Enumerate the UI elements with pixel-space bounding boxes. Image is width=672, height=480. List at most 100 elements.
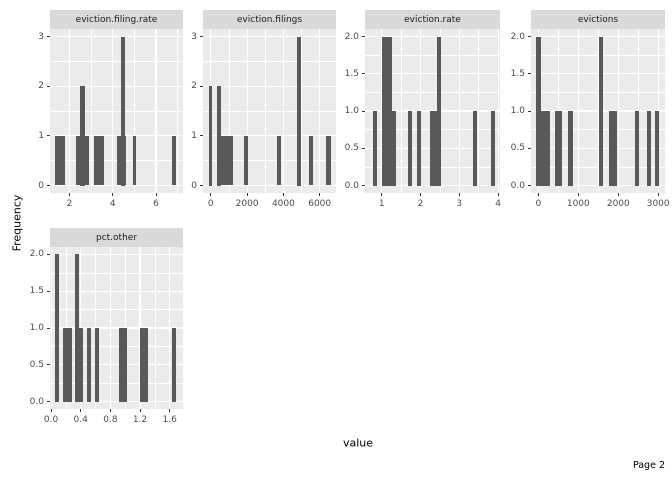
y-axis-tick	[362, 36, 365, 37]
y-axis-tick	[200, 85, 203, 87]
histogram-bar	[118, 328, 127, 402]
page-number-label: Page 2	[632, 460, 665, 471]
histogram-bar	[63, 328, 72, 402]
x-axis-tick-label: 3	[456, 199, 463, 209]
major-gridline-horizontal	[50, 327, 183, 329]
y-axis-tick-label: 0	[38, 180, 44, 191]
y-axis-tick	[47, 327, 50, 329]
histogram-bar	[429, 111, 438, 186]
y-axis-title: Frequency	[10, 194, 24, 252]
histogram-bar	[75, 254, 80, 402]
histogram-bar	[208, 86, 213, 186]
x-axis-tick-label: 1	[378, 199, 385, 209]
y-axis-tick	[528, 110, 531, 112]
histogram-bar	[373, 111, 378, 186]
y-axis-tick	[47, 290, 50, 292]
histogram-bar	[244, 135, 249, 186]
minor-gridline-horizontal	[50, 272, 183, 274]
y-axis-tick	[362, 185, 365, 186]
minor-gridline-horizontal	[203, 160, 336, 161]
y-axis-tick-label: 1	[191, 130, 197, 141]
x-axis-tick	[112, 193, 114, 196]
x-axis-tick-label: 3000	[646, 199, 670, 209]
y-axis-tick	[528, 36, 531, 37]
histogram-bar	[326, 135, 331, 186]
y-axis-tick	[528, 73, 531, 75]
x-axis-tick-label: 1.2	[132, 415, 148, 425]
y-axis-tick	[47, 85, 50, 87]
major-gridline-horizontal	[531, 73, 665, 75]
y-axis-tick	[47, 253, 50, 255]
minor-gridline-horizontal	[50, 110, 183, 112]
facet-strip: eviction.rate	[365, 10, 500, 29]
y-axis-tick	[47, 135, 50, 137]
y-axis-tick	[528, 147, 531, 149]
major-gridline-horizontal	[531, 35, 665, 38]
y-axis-tick-label: 0.0	[344, 180, 359, 191]
major-gridline-vertical	[155, 29, 157, 193]
minor-gridline-horizontal	[50, 309, 183, 310]
minor-gridline-horizontal	[50, 382, 183, 384]
minor-gridline-horizontal	[531, 166, 665, 168]
histogram-bar	[635, 111, 640, 186]
major-gridline-horizontal	[50, 184, 183, 187]
minor-gridline-horizontal	[365, 54, 500, 56]
x-axis-tick	[155, 193, 157, 196]
x-axis-tick	[246, 193, 248, 196]
major-gridline-horizontal	[50, 401, 183, 403]
histogram-bar	[171, 328, 177, 402]
x-axis-tick-label: 2000	[235, 199, 259, 209]
histogram-bar	[276, 135, 281, 186]
plot-panel	[50, 247, 183, 409]
major-gridline-horizontal	[50, 35, 183, 38]
histogram-bar	[221, 135, 233, 186]
major-gridline-horizontal	[531, 110, 665, 112]
y-axis-tick	[47, 36, 50, 37]
facet-strip-label: eviction.filing.rate	[75, 14, 158, 25]
facet-strip-label: evictions	[577, 14, 619, 25]
x-axis-tick	[109, 409, 111, 412]
y-axis-tick	[47, 401, 50, 403]
minor-gridline-horizontal	[50, 61, 183, 62]
major-gridline-horizontal	[203, 85, 336, 87]
minor-gridline-horizontal	[531, 129, 665, 130]
y-axis-tick-label: 1.0	[510, 106, 525, 116]
histogram-bar	[80, 86, 86, 186]
histogram-bar	[86, 328, 91, 402]
minor-gridline-horizontal	[531, 92, 665, 93]
major-gridline-vertical	[112, 29, 114, 193]
histogram-bar	[217, 86, 222, 186]
histogram-bar	[297, 36, 302, 186]
y-axis-tick	[47, 364, 50, 366]
y-axis-tick-label: 2.0	[510, 31, 525, 42]
major-gridline-horizontal	[50, 364, 183, 366]
x-axis-tick	[169, 409, 171, 412]
major-gridline-horizontal	[50, 290, 183, 292]
y-axis-tick	[200, 185, 203, 186]
y-axis-tick-label: 1.5	[29, 286, 44, 297]
y-axis-tick	[200, 36, 203, 37]
y-axis-tick-label: 2	[38, 81, 44, 92]
major-gridline-horizontal	[50, 85, 183, 87]
x-axis-tick-label: 0	[207, 199, 214, 209]
minor-gridline-horizontal	[50, 346, 183, 347]
histogram-bar	[120, 36, 126, 186]
histogram-bar	[132, 135, 137, 186]
histogram-bar	[381, 36, 392, 186]
x-axis-tick-label: 6	[153, 199, 159, 209]
y-axis-tick-label: 1.5	[510, 68, 525, 79]
x-axis-title: value	[342, 436, 374, 450]
x-axis-tick	[537, 193, 539, 196]
histogram-bar	[309, 135, 314, 186]
y-axis-tick	[362, 73, 365, 75]
histogram-bar	[646, 111, 651, 186]
histogram-bar	[94, 135, 105, 186]
plot-panel	[531, 29, 665, 193]
histogram-bar	[140, 328, 149, 402]
y-axis-tick-label: 2.0	[29, 249, 44, 260]
facet-strip: pct.other	[50, 228, 183, 247]
x-axis-tick	[80, 409, 82, 412]
major-gridline-horizontal	[531, 147, 665, 149]
histogram-bar	[54, 135, 66, 186]
